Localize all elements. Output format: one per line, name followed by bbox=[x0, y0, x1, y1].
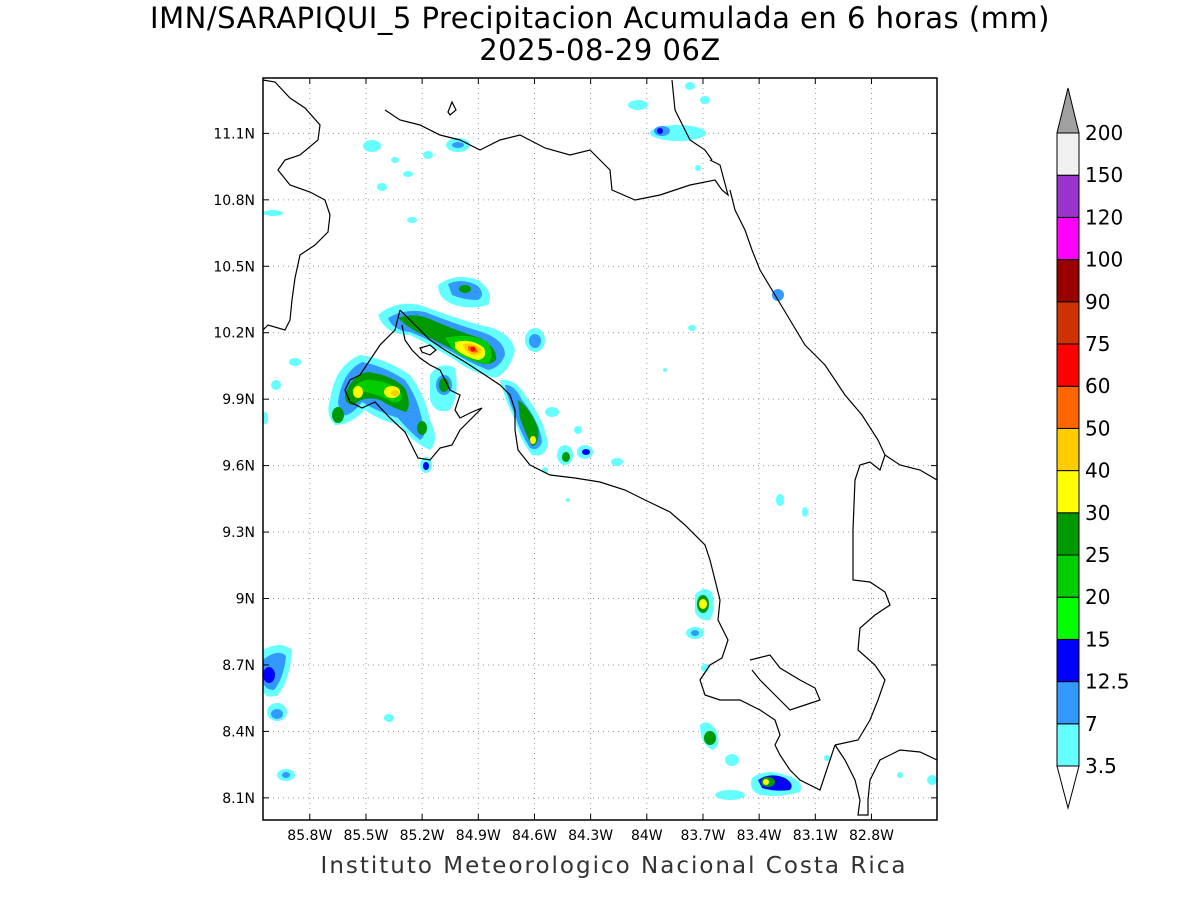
precip-areas bbox=[263, 82, 937, 800]
colorbar-segment bbox=[1056, 385, 1080, 429]
colorbar-bottom-arrow bbox=[1056, 765, 1080, 810]
lat-tick-label: 11.1N bbox=[213, 126, 255, 142]
title-line-1: IMN/SARAPIQUI_5 Precipitacion Acumulada … bbox=[150, 1, 1050, 35]
title-line-2: 2025-08-29 06Z bbox=[479, 33, 721, 67]
lon-tick-label: 83.4W bbox=[737, 828, 782, 844]
colorbar-label: 60 bbox=[1085, 374, 1110, 398]
colorbar-label: 150 bbox=[1085, 163, 1123, 187]
colorbar-segment bbox=[1056, 596, 1080, 640]
lon-tick-label: 82.8W bbox=[849, 828, 894, 844]
precip-cluster-central bbox=[430, 365, 623, 502]
colorbar-segment bbox=[1056, 638, 1080, 683]
colorbar-top-arrow bbox=[1056, 87, 1080, 134]
lon-tick-label: 85.5W bbox=[343, 828, 388, 844]
precip-cluster-south bbox=[686, 494, 937, 800]
colorbar-segment bbox=[1056, 259, 1080, 303]
colorbar-label: 25 bbox=[1085, 543, 1110, 567]
footer-credit: Instituto Meteorologico Nacional Costa R… bbox=[320, 853, 908, 879]
precip-cluster-ocean-west bbox=[263, 358, 394, 781]
precip-cluster-nicoya bbox=[328, 355, 435, 473]
colorbar-segment bbox=[1056, 132, 1080, 176]
colorbar-label: 120 bbox=[1085, 205, 1123, 229]
colorbar-label: 12.5 bbox=[1085, 670, 1130, 694]
lon-tick-label: 85.2W bbox=[400, 828, 445, 844]
lon-tick-label: 84.3W bbox=[568, 828, 613, 844]
colorbar-label: 7 bbox=[1085, 712, 1098, 736]
lat-tick-label: 8.4N bbox=[222, 724, 255, 740]
colorbar: 3.5 7 12.5 15 20 25 30 40 50 60 75 90 100 120 150 200 bbox=[1056, 87, 1130, 810]
lat-tick-label: 10.2N bbox=[213, 326, 255, 342]
colorbar-label: 3.5 bbox=[1085, 754, 1117, 778]
lon-tick-label: 84.6W bbox=[512, 828, 557, 844]
colorbar-segment bbox=[1056, 554, 1080, 598]
lon-tick-label: 84W bbox=[631, 828, 663, 844]
caribbean-coast bbox=[729, 189, 891, 746]
lake-island bbox=[447, 100, 457, 116]
osa-peninsula bbox=[749, 654, 821, 711]
nicaragua-costa-rica-border bbox=[263, 79, 331, 331]
colorbar-label: 40 bbox=[1085, 459, 1110, 483]
colorbar-label: 30 bbox=[1085, 501, 1110, 525]
colorbar-label: 15 bbox=[1085, 627, 1110, 651]
lat-tick-label: 9.9N bbox=[222, 392, 255, 408]
pacific-coast bbox=[399, 309, 836, 791]
lon-tick-label: 84.9W bbox=[456, 828, 501, 844]
colorbar-label: 90 bbox=[1085, 290, 1110, 314]
nicaragua-east-coast bbox=[671, 79, 713, 161]
precip-cluster-north bbox=[263, 82, 784, 372]
colorbar-label: 50 bbox=[1085, 416, 1110, 440]
lat-tick-label: 9.3N bbox=[222, 525, 255, 541]
colorbar-segment bbox=[1056, 681, 1080, 725]
lon-tick-label: 83.7W bbox=[680, 828, 725, 844]
lat-tick-label: 9.6N bbox=[222, 459, 255, 475]
lat-tick-label: 8.7N bbox=[222, 658, 255, 674]
lat-tick-label: 10.5N bbox=[213, 259, 255, 275]
map-title: IMN/SARAPIQUI_5 Precipitacion Acumulada … bbox=[0, 2, 1200, 66]
colorbar-segment bbox=[1056, 723, 1080, 767]
map-axes: 85.8W 85.5W 85.2W 84.9W 84.6W 84.3W 84W 83.7W 83… bbox=[213, 78, 937, 844]
colorbar-segment bbox=[1056, 216, 1080, 261]
lake-nicaragua-shore bbox=[384, 109, 730, 201]
lat-tick-label: 9N bbox=[236, 592, 255, 608]
colorbar-segment bbox=[1056, 174, 1080, 218]
colorbar-segment bbox=[1056, 470, 1080, 514]
colorbar-label: 100 bbox=[1085, 248, 1123, 272]
nicoya-peninsula bbox=[344, 309, 483, 461]
panama-caribbean bbox=[884, 454, 937, 481]
lat-tick-label: 10.8N bbox=[213, 193, 255, 209]
colorbar-label: 200 bbox=[1085, 121, 1123, 145]
map-grid bbox=[263, 78, 937, 820]
lon-tick-label: 83.1W bbox=[793, 828, 838, 844]
colorbar-label: 75 bbox=[1085, 332, 1110, 356]
colorbar-segment bbox=[1056, 301, 1080, 345]
plot-frame bbox=[262, 77, 938, 821]
colorbar-segment bbox=[1056, 427, 1080, 472]
colorbar-segment bbox=[1056, 512, 1080, 556]
colorbar-segment bbox=[1056, 343, 1080, 387]
colorbar-label: 20 bbox=[1085, 585, 1110, 609]
coastlines bbox=[263, 79, 937, 816]
lon-tick-label: 85.8W bbox=[287, 828, 332, 844]
golfo-dulce bbox=[834, 744, 937, 816]
lat-tick-label: 8.1N bbox=[222, 791, 255, 807]
small-island bbox=[419, 344, 437, 356]
